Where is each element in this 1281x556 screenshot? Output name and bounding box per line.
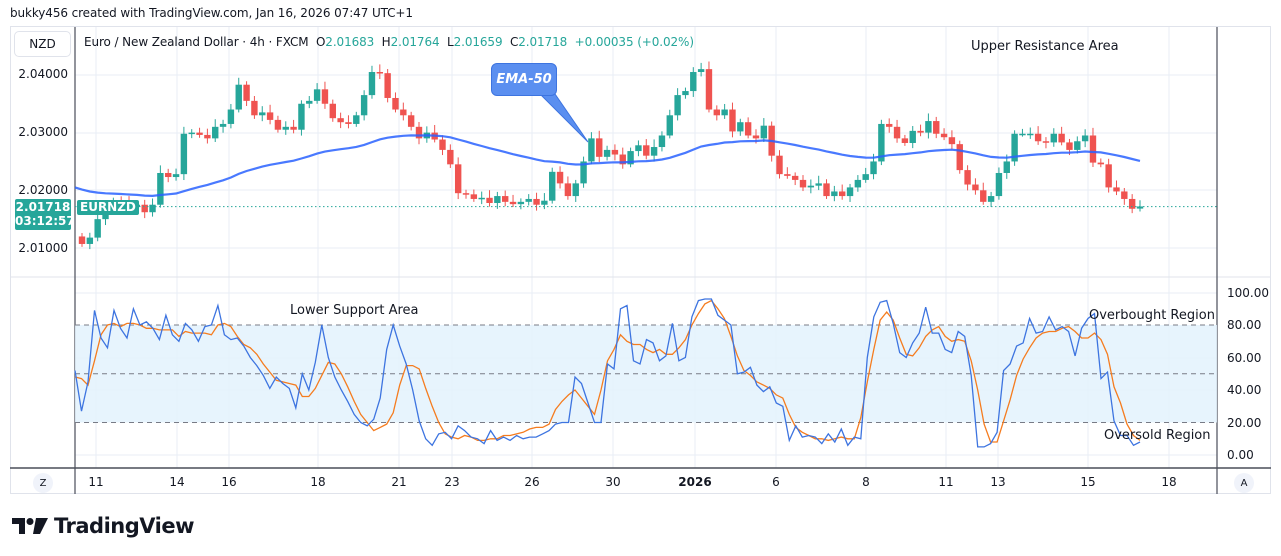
- lower-support-label[interactable]: Lower Support Area: [290, 303, 419, 318]
- time-tick: 11: [938, 475, 954, 489]
- symbol-title: Euro / New Zealand Dollar · 4h · FXCM: [84, 35, 309, 49]
- close-value: 2.01718: [518, 35, 568, 49]
- time-tick: 11: [88, 475, 104, 489]
- price-tick: 2.04000: [18, 67, 68, 81]
- tradingview-logo: TradingView: [12, 514, 194, 538]
- time-tick: 13: [990, 475, 1006, 489]
- chart-credit: bukky456 created with TradingView.com, J…: [10, 6, 413, 20]
- time-tick: 6: [772, 475, 780, 489]
- time-tick: 26: [524, 475, 540, 489]
- low-value: 2.01659: [453, 35, 503, 49]
- bar-countdown: 03:12:57: [15, 214, 75, 228]
- auto-scale-button[interactable]: A: [1234, 473, 1254, 493]
- symbol-legend: Euro / New Zealand Dollar · 4h · FXCM O2…: [84, 35, 694, 49]
- time-tick: 18: [1161, 475, 1177, 489]
- z-axis-button[interactable]: Z: [33, 473, 53, 493]
- ema-callout[interactable]: EMA-50: [491, 63, 557, 96]
- overbought-label[interactable]: Overbought Region: [1089, 308, 1215, 323]
- symbol-tag: EURNZD: [77, 200, 139, 215]
- time-tick: 18: [310, 475, 326, 489]
- upper-resistance-label[interactable]: Upper Resistance Area: [971, 39, 1119, 54]
- time-tick: 21: [391, 475, 407, 489]
- time-tick: 30: [605, 475, 621, 489]
- price-tick: 2.01000: [18, 241, 68, 255]
- open-value: 2.01683: [325, 35, 375, 49]
- price-tick: 2.02000: [18, 183, 68, 197]
- osc-tick: 80.00: [1227, 318, 1262, 332]
- osc-tick: 60.00: [1227, 351, 1262, 365]
- time-tick: 23: [444, 475, 460, 489]
- tradingview-logo-icon: [12, 518, 48, 534]
- time-tick: 14: [169, 475, 185, 489]
- osc-tick: 0.00: [1227, 448, 1254, 462]
- time-tick: 8: [862, 475, 870, 489]
- currency-button[interactable]: NZD: [14, 31, 71, 57]
- time-tick-year: 2026: [678, 475, 712, 489]
- change-value: +0.00035 (+0.02%): [574, 35, 694, 49]
- osc-tick: 20.00: [1227, 416, 1262, 430]
- current-price: 2.01718: [15, 200, 71, 214]
- high-value: 2.01764: [390, 35, 440, 49]
- oversold-label[interactable]: Oversold Region: [1104, 428, 1211, 443]
- time-tick: 15: [1080, 475, 1096, 489]
- current-price-label: 2.01718 03:12:57: [15, 199, 75, 230]
- brand-name: TradingView: [54, 514, 194, 538]
- time-tick: 16: [221, 475, 237, 489]
- price-tick: 2.03000: [18, 125, 68, 139]
- osc-tick: 40.00: [1227, 383, 1262, 397]
- osc-tick: 100.00: [1227, 286, 1269, 300]
